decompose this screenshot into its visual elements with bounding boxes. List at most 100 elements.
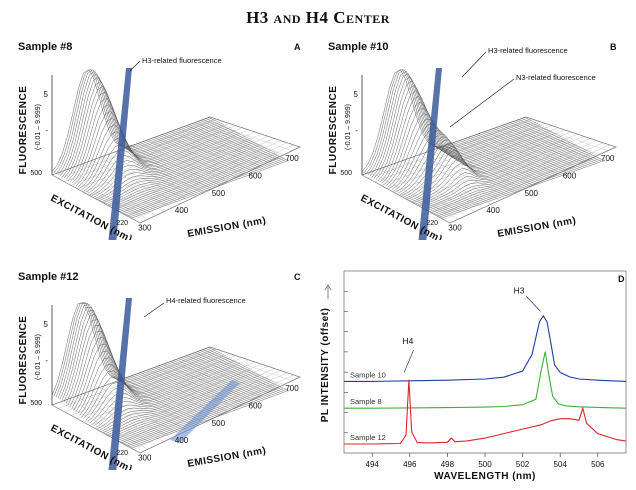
grid-line — [67, 168, 157, 216]
scatter-band — [108, 298, 132, 470]
emission-tick-label: 600 — [563, 171, 577, 180]
surface-ridges — [361, 68, 606, 219]
ridge-line — [113, 150, 272, 209]
ridge-line — [389, 123, 554, 189]
ridge-line — [51, 302, 211, 396]
annotation-line — [461, 51, 487, 78]
ridge-line — [397, 136, 562, 194]
ridge-line — [83, 364, 242, 419]
z-tick-label: - — [45, 356, 48, 365]
grid-line — [59, 171, 149, 220]
ridge-line — [59, 73, 218, 177]
ridge-line — [71, 337, 230, 409]
ridge-line — [387, 118, 552, 188]
ridge-line — [405, 140, 570, 199]
ridge-line — [113, 380, 272, 439]
annotation-h4: H4 — [402, 336, 413, 346]
ridge-line — [425, 151, 590, 210]
series-line — [344, 379, 627, 445]
x-tick-label: 502 — [516, 460, 530, 469]
ridge-line — [419, 148, 584, 207]
emission-tick-label: 600 — [249, 401, 263, 410]
plot-frame — [343, 270, 627, 454]
grid-line — [146, 139, 237, 178]
sample-label: Sample #12 — [18, 271, 79, 283]
grid-line — [178, 128, 269, 163]
ridge-line — [395, 133, 560, 193]
ridge-line — [431, 154, 596, 214]
y-axis-label: PL INTENSITY (offset) — [320, 308, 331, 423]
line-chart-d: D 494 496 498 500 502 504 506 WAVELENGTH (nm) PL … — [320, 270, 627, 482]
ridge-line — [109, 148, 268, 207]
ridge-line — [67, 91, 226, 182]
ridge-line — [383, 107, 548, 185]
annotation-h3: H3 — [514, 285, 525, 295]
ridge-line — [125, 156, 284, 216]
z-axis-label: FLUORESCENCE — [18, 316, 29, 405]
surface-plot-b: Sample #10 B 5 - FLUORESCENCE (-0.01 – 9.999)… — [320, 35, 626, 240]
series-line — [344, 351, 627, 409]
ridge-line — [421, 149, 586, 208]
series-line — [344, 314, 627, 382]
ridge-line — [79, 131, 238, 189]
grid-line — [178, 358, 269, 393]
ridge-line — [119, 153, 278, 212]
annotation-label: H3-related fluorescence — [488, 46, 568, 55]
emission-tick-label: 400 — [175, 206, 189, 215]
ridge-line — [437, 157, 602, 217]
ridge-line — [379, 95, 544, 183]
annotation-label: H3-related fluorescence — [142, 56, 222, 65]
z-axis-label: FLUORESCENCE — [18, 86, 29, 175]
sample-label: Sample #10 — [328, 41, 389, 53]
grid-line — [122, 148, 213, 190]
ridge-line — [65, 86, 224, 180]
ridge-line — [435, 156, 600, 216]
grid-line — [99, 157, 189, 201]
ridge-line — [65, 319, 224, 404]
panel-letter: C — [294, 272, 301, 282]
x-axis-label: WAVELENGTH (nm) — [434, 471, 536, 482]
excitation-tick-label: 220 — [116, 450, 128, 457]
annotation-line — [403, 349, 414, 373]
ridge-line — [107, 376, 266, 436]
ridge-line — [79, 361, 238, 416]
ridge-line — [131, 159, 290, 219]
ridge-line — [381, 101, 546, 184]
x-tick-label: 494 — [366, 460, 380, 469]
ridge-line — [101, 143, 260, 203]
series-label: Sample 12 — [350, 433, 386, 442]
ridge-line — [129, 158, 288, 218]
emission-tick-label: 700 — [285, 154, 299, 163]
ridge-line — [69, 330, 228, 407]
panel-letter: D — [618, 274, 625, 284]
emission-tick-label: 600 — [249, 171, 263, 180]
grid-line — [91, 160, 181, 205]
ridge-line — [71, 104, 230, 184]
ridge-line — [417, 146, 582, 206]
ridge-line — [99, 142, 258, 201]
ridge-line — [73, 343, 232, 411]
ridge-line — [117, 152, 276, 211]
second-scatter-band — [170, 380, 240, 443]
z-tick-label: 5 — [44, 90, 49, 99]
ridge-line — [85, 365, 244, 421]
ridge-line — [121, 154, 280, 214]
z-range-label: (-0.01 – 9.999) — [345, 104, 352, 150]
emission-tick-label: 300 — [448, 224, 462, 233]
z-axis-label: FLUORESCENCE — [328, 86, 339, 175]
ridge-line — [433, 155, 598, 215]
ridge-line — [123, 155, 282, 215]
grid-line — [419, 154, 509, 197]
ridge-line — [391, 126, 556, 190]
ridge-line — [81, 132, 240, 190]
ridge-line — [73, 111, 232, 185]
ridge-line — [55, 302, 215, 398]
ridge-line — [109, 378, 268, 437]
ridge-line — [75, 350, 234, 413]
emission-tick-label: 700 — [601, 154, 615, 163]
grid-line — [162, 364, 253, 401]
ridge-line — [105, 145, 264, 205]
z-range-label: (-0.01 – 9.999) — [35, 334, 42, 380]
ridge-line — [89, 367, 248, 424]
ridge-line — [115, 151, 274, 210]
